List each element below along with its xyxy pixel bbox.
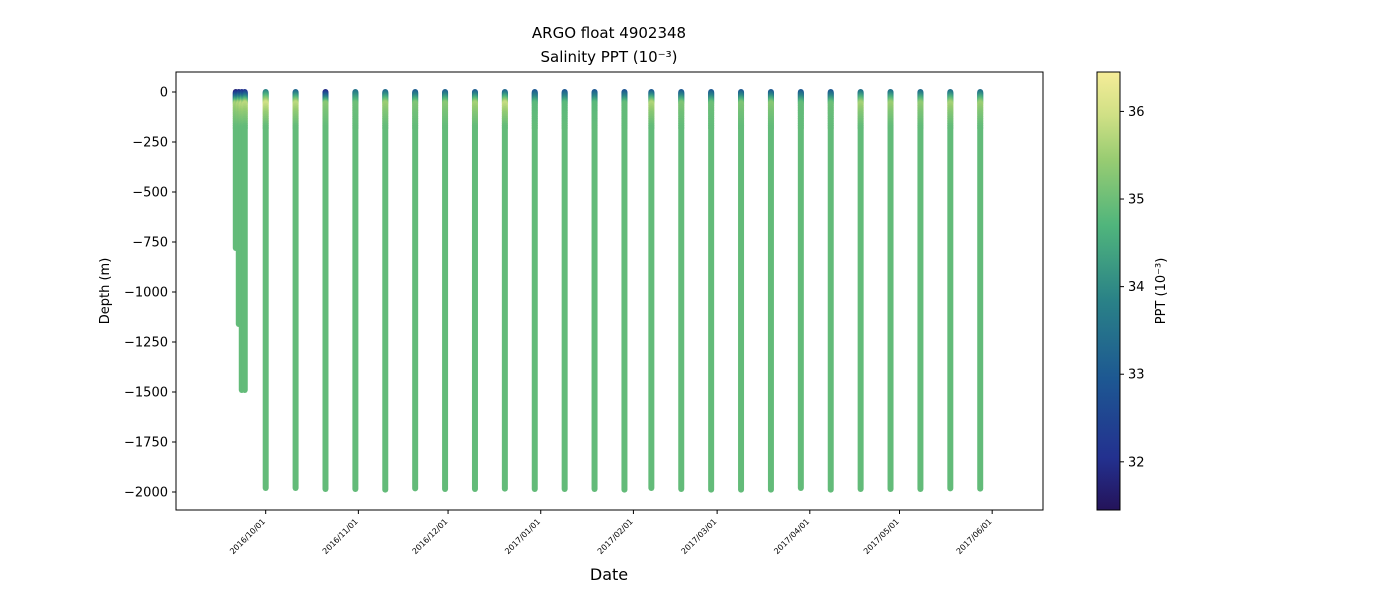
x-tick-label: 2017/04/01 — [772, 517, 811, 556]
chart-title: ARGO float 4902348 — [532, 24, 686, 42]
colorbar-ticks: 32 33 34 35 36 — [1120, 105, 1145, 470]
colorbar-tick-label: 32 — [1128, 455, 1145, 470]
colorbar-tick-label: 33 — [1128, 368, 1145, 383]
plot-frame — [175, 71, 1044, 511]
x-tick-label: 2016/12/01 — [411, 517, 450, 556]
x-tick-label: 2017/02/01 — [596, 517, 635, 556]
y-tick-label: −250 — [132, 136, 168, 151]
y-axis: 0 −250 −500 −750 −1000 −1250 −1500 −1750 −2000 — [124, 86, 176, 501]
x-tick-label: 2016/10/01 — [228, 517, 267, 556]
chart-subtitle: Salinity PPT (10⁻³) — [541, 48, 678, 66]
y-tick-label: −1250 — [124, 336, 168, 351]
colorbar-tick-label: 34 — [1128, 280, 1145, 295]
x-tick-label: 2017/03/01 — [680, 517, 719, 556]
colorbar: 32 33 34 35 36 PPT (10⁻³) — [1096, 71, 1169, 511]
colorbar-tick-label: 35 — [1128, 193, 1145, 208]
y-tick-label: −2000 — [124, 486, 168, 501]
y-tick-label: 0 — [160, 86, 168, 101]
y-tick-label: −750 — [132, 236, 168, 251]
x-tick-label: 2017/05/01 — [862, 517, 901, 556]
y-tick-label: −1750 — [124, 436, 168, 451]
y-tick-label: −1500 — [124, 386, 168, 401]
colorbar-tick-label: 36 — [1128, 105, 1145, 120]
x-axis-label: Date — [590, 565, 628, 584]
y-tick-label: −1000 — [124, 286, 168, 301]
profile-marks — [232, 89, 984, 493]
x-tick-label: 2017/06/01 — [955, 517, 994, 556]
y-axis-label: Depth (m) — [98, 258, 113, 325]
colorbar-label: PPT (10⁻³) — [1154, 258, 1169, 325]
y-tick-label: −500 — [132, 186, 168, 201]
x-axis: 2016/10/01 2016/11/01 2016/12/01 2017/01/01… — [228, 510, 994, 556]
x-tick-label: 2017/01/01 — [503, 517, 542, 556]
x-tick-label: 2016/11/01 — [321, 517, 360, 556]
colorbar-gradient — [1096, 71, 1121, 511]
